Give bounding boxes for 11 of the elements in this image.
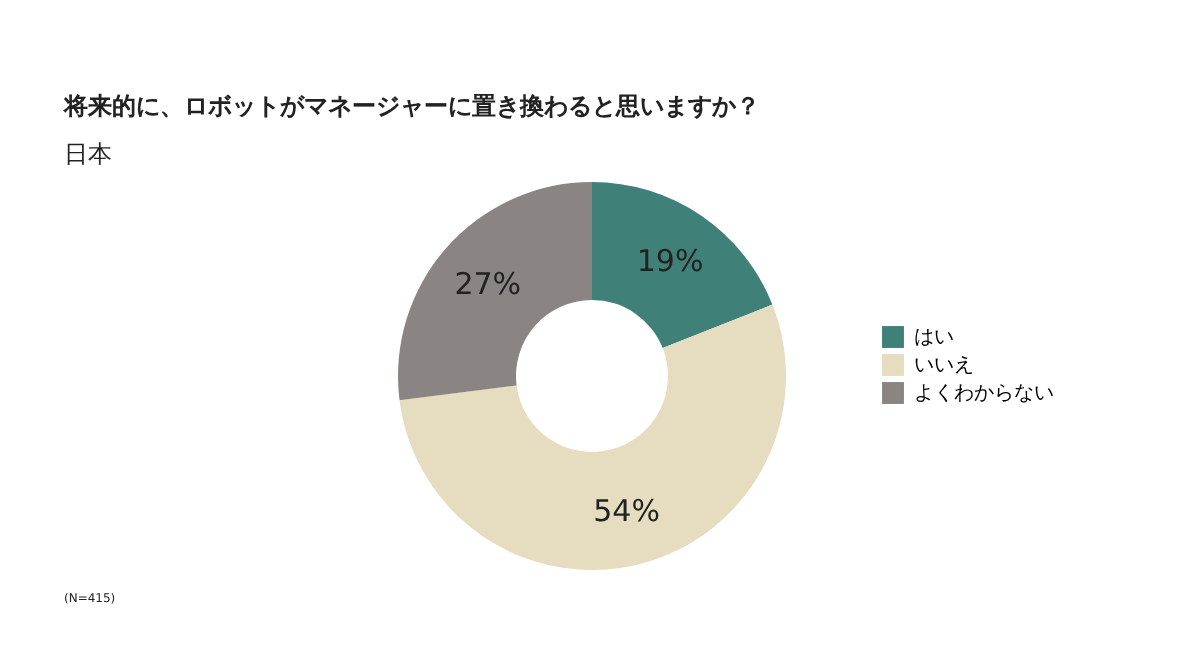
- donut-slice: [398, 182, 592, 401]
- donut-slice: [399, 304, 786, 570]
- legend-label: はい: [914, 327, 954, 349]
- data-label: 27%: [454, 266, 522, 303]
- legend-label: よくわからない: [914, 383, 1054, 405]
- chart-title: 将来的に、ロボットがマネージャーに置き換わると思いますか？: [62, 92, 760, 120]
- data-label: 19%: [636, 243, 704, 280]
- legend-label: いいえ: [914, 355, 974, 377]
- text: 日本: [64, 140, 112, 168]
- donut-slice: [592, 182, 773, 349]
- data-label: 54%: [593, 492, 660, 529]
